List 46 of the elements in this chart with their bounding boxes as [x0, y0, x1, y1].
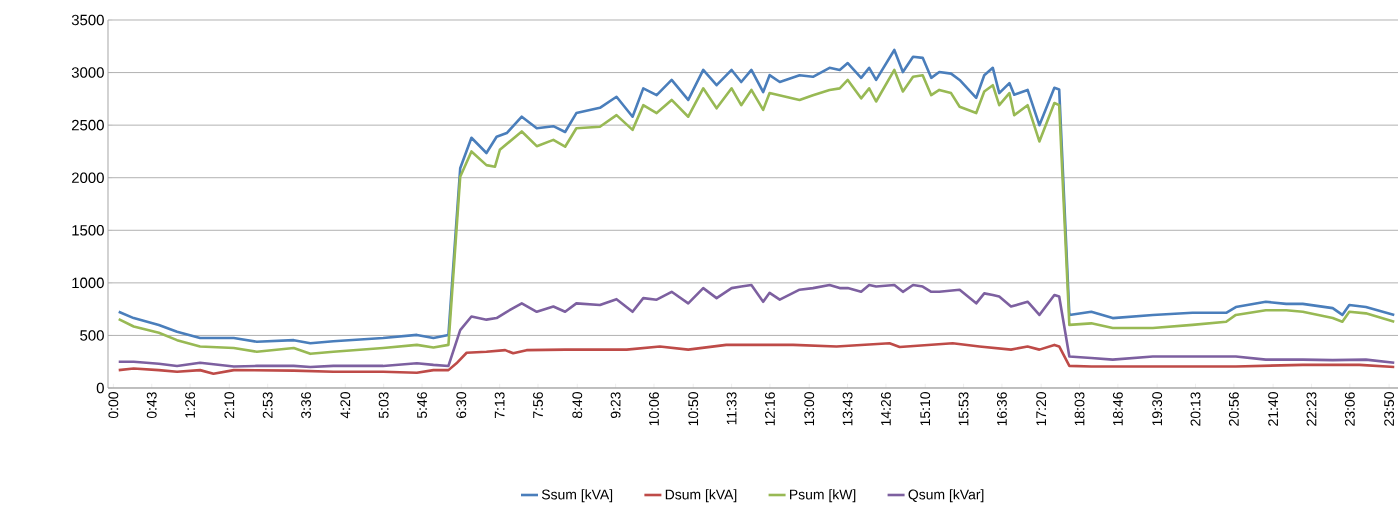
x-tick-label: 10:06: [649, 392, 659, 426]
x-tick-label: 12:16: [765, 392, 775, 426]
x-tick-label: 6:30: [456, 392, 467, 418]
x-tick-label: 3:36: [301, 392, 311, 419]
x-tick-label: 8:40: [572, 392, 583, 419]
y-tick-label: 3000: [71, 67, 104, 78]
legend-label: Ssum [kVA]: [541, 489, 613, 503]
x-tick-label: 0:00: [108, 392, 119, 419]
x-tick-label: 15:53: [958, 392, 969, 426]
x-tick-label: 5:46: [417, 392, 427, 419]
x-tick-label: 23:06: [1344, 392, 1355, 426]
x-tick-label: 2:10: [224, 392, 235, 418]
legend-label: Psum [kW]: [790, 489, 856, 503]
x-tick-label: 17:20: [1036, 392, 1047, 426]
y-tick-label: 2000: [71, 172, 104, 183]
x-tick-label: 15:10: [920, 392, 931, 426]
y-tick-label: 1000: [72, 277, 104, 289]
x-tick-label: 20:56: [1228, 392, 1239, 426]
x-tick-label: 1:26: [185, 392, 196, 418]
y-tick-label: 1500: [72, 224, 104, 236]
x-tick-label: 9:23: [610, 392, 621, 419]
x-tick-label: 11:33: [726, 392, 737, 425]
x-tick-label: 7:56: [533, 392, 543, 418]
x-tick-label: 23:50: [1384, 392, 1395, 426]
y-tick-label: 2500: [71, 119, 104, 131]
x-tick-label: 18:46: [1112, 392, 1123, 426]
x-tick-label: 4:20: [340, 392, 351, 419]
x-tick-label: 16:36: [996, 392, 1007, 426]
x-tick-label: 20:13: [1190, 392, 1201, 426]
x-tick-label: 21:40: [1268, 392, 1279, 426]
x-tick-label: 7:13: [494, 392, 505, 418]
x-tick-label: 13:43: [842, 392, 853, 426]
x-tick-label: 5:03: [378, 392, 389, 419]
x-tick-label: 22:23: [1306, 392, 1317, 426]
y-tick-label: 500: [80, 330, 104, 341]
x-tick-label: 14:26: [880, 392, 891, 426]
x-tick-label: 13:00: [804, 392, 815, 426]
y-tick-label: 3500: [71, 14, 104, 26]
x-tick-label: 10:50: [688, 392, 699, 426]
x-tick-label: 19:30: [1152, 392, 1163, 426]
legend-label: Dsum [kVA]: [665, 489, 737, 503]
x-tick-label: 0:43: [146, 392, 157, 419]
y-tick-label: 0: [96, 382, 104, 394]
x-tick-label: 2:53: [262, 392, 273, 418]
x-tick-label: 18:03: [1074, 392, 1085, 426]
legend-label: Qsum [kVar]: [908, 489, 984, 503]
